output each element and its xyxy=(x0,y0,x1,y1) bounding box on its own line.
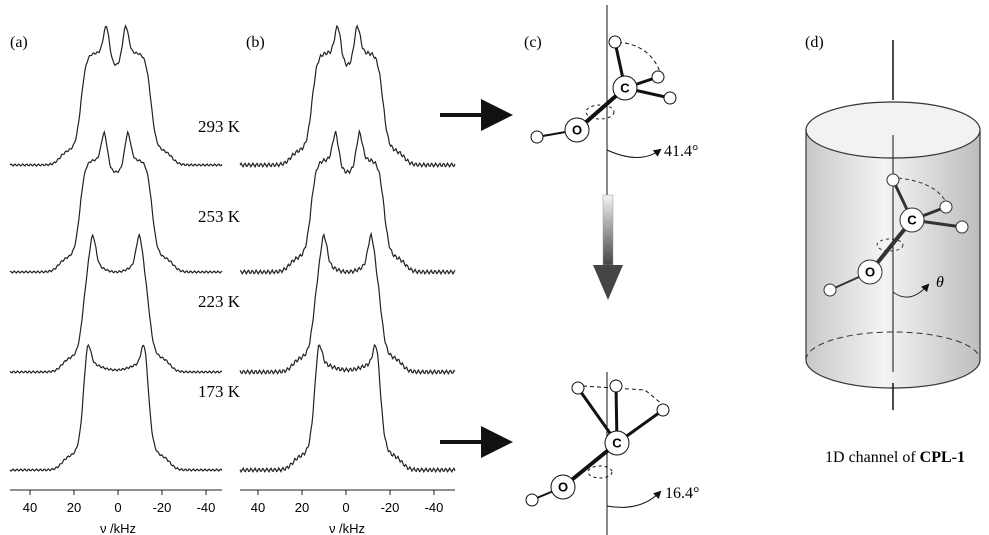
spectrum xyxy=(239,231,456,376)
panel-label: (a) xyxy=(10,34,28,51)
atom: C xyxy=(907,213,917,228)
spectrum xyxy=(9,232,223,374)
axis-label: ν /kHz xyxy=(329,521,365,535)
atom: O xyxy=(572,123,582,138)
angle-label: 41.4° xyxy=(664,143,698,160)
spectrum xyxy=(239,128,456,276)
temperature: 223 K xyxy=(198,292,241,311)
panel-c xyxy=(440,5,677,535)
spectrum xyxy=(9,129,223,274)
atom: C xyxy=(620,81,630,96)
spectrum xyxy=(239,24,456,169)
atom: O xyxy=(865,265,875,280)
caption-name: CPL-1 xyxy=(920,449,965,466)
panel-d xyxy=(805,40,981,410)
axis-label: ν /kHz xyxy=(100,521,136,535)
caption: 1D channel of CPL-1 xyxy=(825,449,965,466)
panel-label: (b) xyxy=(246,34,265,51)
tick-label: 0 xyxy=(114,500,121,515)
angle-label: 16.4° xyxy=(665,485,699,502)
spectrum xyxy=(9,343,223,472)
temperature: 173 K xyxy=(198,382,241,401)
spectrum xyxy=(9,24,223,167)
spectra: 40 20 0 -20 -40 40 20 0 -20 -40 xyxy=(9,24,456,515)
temperature: 253 K xyxy=(198,207,241,226)
atom: O xyxy=(558,480,568,495)
tick-label: 20 xyxy=(67,500,81,515)
temperature: 293 K xyxy=(198,117,241,136)
panel-label: (c) xyxy=(524,34,542,51)
caption-text: 1D channel of xyxy=(825,449,920,466)
angle-label: θ xyxy=(936,274,944,291)
tick-label: -20 xyxy=(153,500,172,515)
tick-label: 40 xyxy=(23,500,37,515)
tick-label: -40 xyxy=(197,500,216,515)
panel-label: (d) xyxy=(805,34,824,51)
tick-label: -40 xyxy=(425,500,444,515)
atom: C xyxy=(612,436,622,451)
tick-label: 40 xyxy=(251,500,265,515)
tick-label: -20 xyxy=(381,500,400,515)
spectrum xyxy=(239,343,456,474)
tick-label: 0 xyxy=(342,500,349,515)
tick-label: 20 xyxy=(295,500,309,515)
